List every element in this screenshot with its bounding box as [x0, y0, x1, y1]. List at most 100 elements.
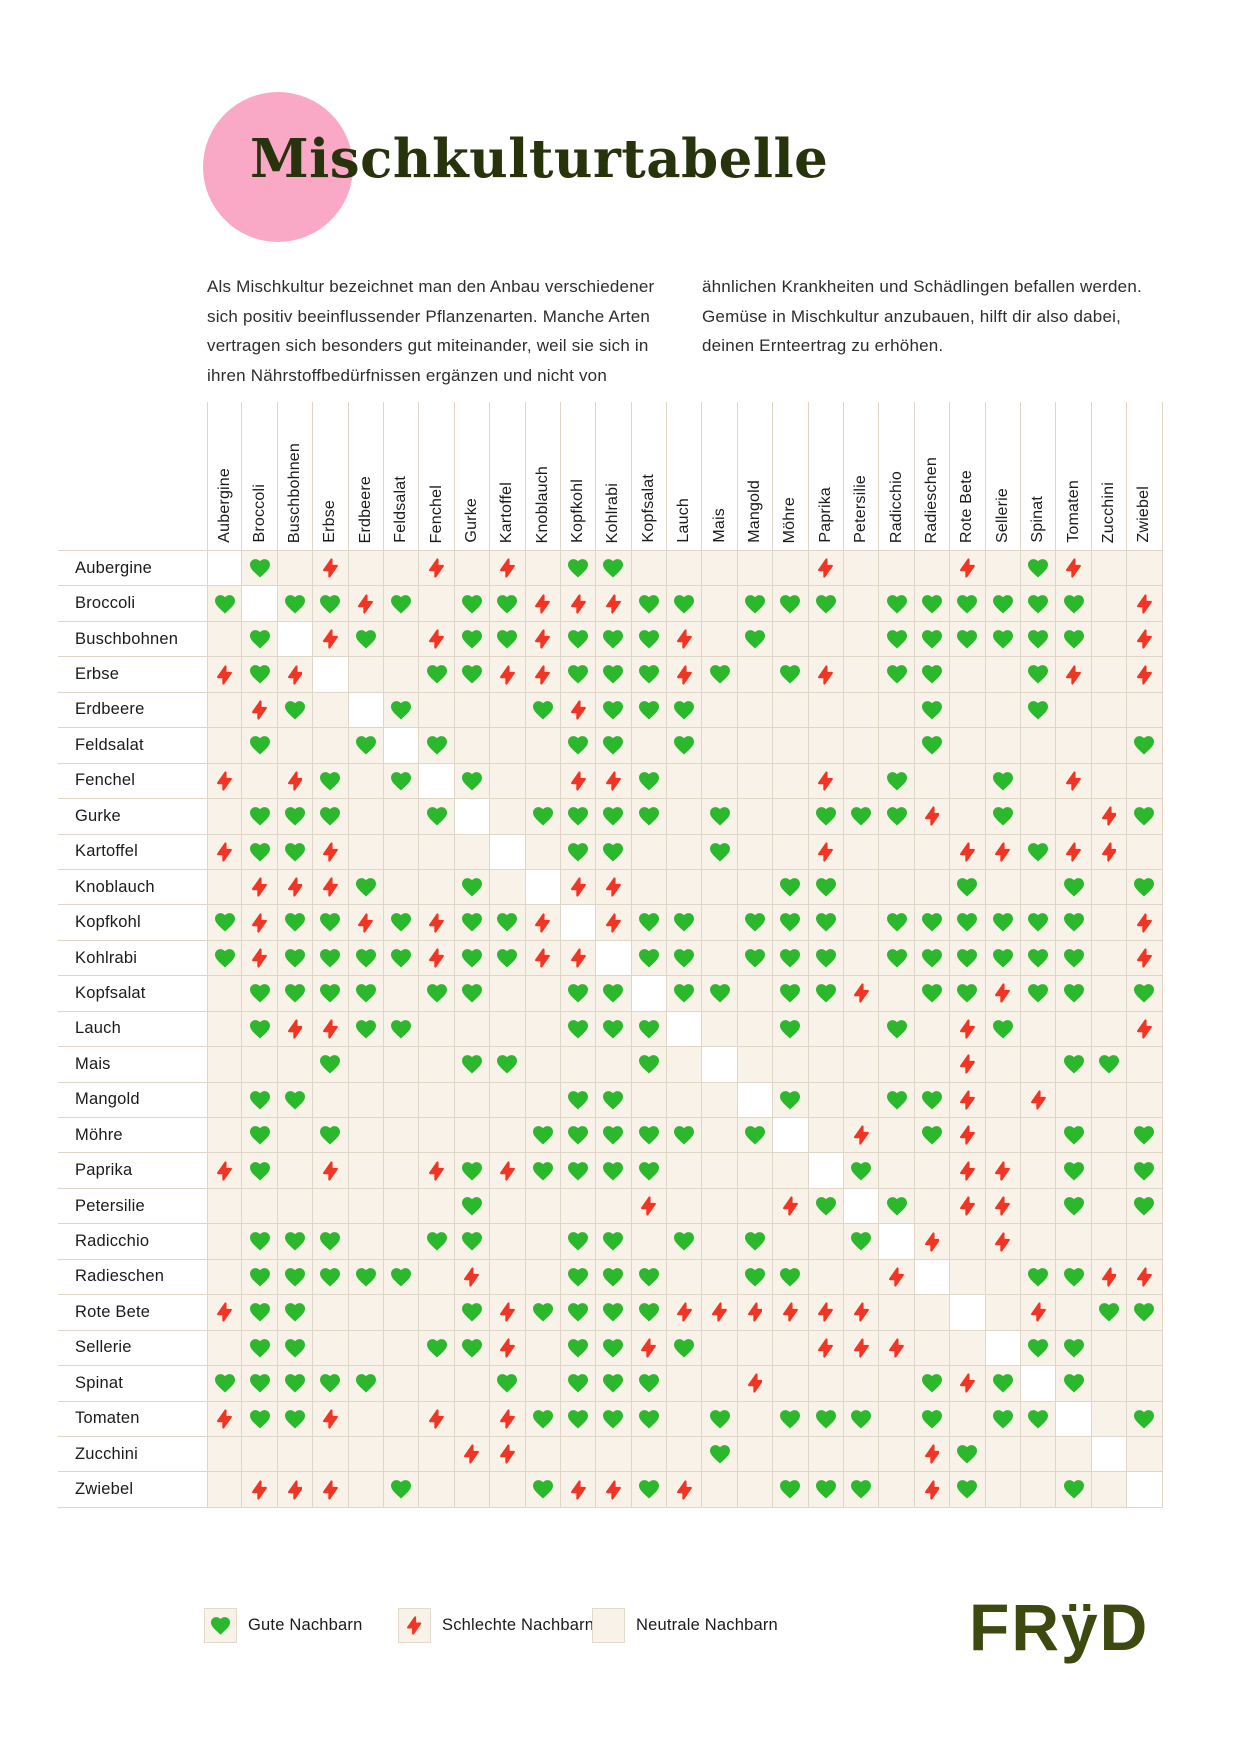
cell-neutral	[950, 1330, 986, 1367]
bolt-icon	[747, 1373, 763, 1393]
heart-icon	[461, 1197, 482, 1216]
cell-bad-neighbors	[490, 1401, 526, 1437]
cell-good-neighbors	[914, 692, 951, 729]
cell-neutral	[667, 799, 703, 835]
cell-good-neighbors	[914, 621, 951, 658]
cell-good-neighbors	[242, 1153, 278, 1189]
row-label: Zucchini	[58, 1436, 207, 1473]
cell-neutral	[702, 551, 738, 587]
heart-icon	[815, 913, 836, 932]
cell-neutral	[1091, 1153, 1128, 1189]
cell-neutral	[207, 1188, 243, 1225]
cell-neutral	[631, 1436, 668, 1473]
heart-icon	[568, 559, 589, 578]
bolt-icon	[641, 1196, 657, 1216]
cell-neutral	[879, 1472, 915, 1508]
cell-bad-neighbors	[560, 692, 597, 729]
heart-icon	[214, 594, 235, 613]
cell-bad-neighbors	[1127, 1011, 1163, 1048]
heart-icon	[638, 1267, 659, 1287]
cell-good-neighbors	[242, 1330, 278, 1367]
cell-bad-neighbors	[737, 1295, 774, 1331]
cell-neutral	[702, 763, 738, 800]
table-row: Petersilie	[58, 1188, 1163, 1225]
heart-icon	[249, 984, 270, 1003]
cell-good-neighbors	[1020, 976, 1057, 1012]
cell-neutral	[985, 1118, 1021, 1154]
heart-icon	[638, 949, 659, 968]
cell-good-neighbors	[914, 1082, 951, 1118]
cell-good-neighbors	[419, 799, 455, 835]
cell-good-neighbors	[1056, 621, 1092, 658]
cell-neutral	[702, 1153, 738, 1189]
cell-bad-neighbors	[490, 551, 526, 587]
cell-bad-neighbors	[242, 940, 278, 977]
cell-self	[207, 551, 243, 587]
bolt-icon	[429, 558, 444, 578]
cell-bad-neighbors	[631, 1330, 668, 1367]
heart-icon	[992, 594, 1013, 613]
bolt-icon	[535, 664, 551, 685]
bolt-icon	[959, 1125, 975, 1145]
cell-neutral	[808, 692, 845, 729]
table-row: Spinat	[58, 1366, 1163, 1402]
bolt-icon	[322, 629, 338, 649]
cell-good-neighbors	[1020, 1330, 1057, 1367]
heart-icon	[1098, 1055, 1119, 1074]
heart-icon	[532, 807, 553, 826]
heart-icon	[674, 594, 695, 613]
legend-item-neutral: Neutrale Nachbarn	[592, 1608, 778, 1643]
cell-neutral	[737, 657, 774, 693]
cell-bad-neighbors	[844, 1330, 880, 1367]
cell-good-neighbors	[1056, 976, 1092, 1012]
cell-neutral	[348, 1118, 384, 1154]
column-header: Petersilie	[844, 402, 880, 550]
cell-good-neighbors	[985, 621, 1021, 658]
bolt-icon	[429, 1409, 444, 1429]
bolt-icon	[499, 1409, 515, 1429]
cell-good-neighbors	[348, 728, 384, 764]
heart-icon	[249, 1374, 270, 1393]
heart-icon	[709, 842, 730, 862]
cell-good-neighbors	[631, 1401, 668, 1437]
cell-good-neighbors	[879, 657, 915, 693]
heart-icon	[1063, 1197, 1084, 1216]
legend-label-good: Gute Nachbarn	[248, 1616, 363, 1634]
cell-neutral	[1056, 1295, 1092, 1331]
bolt-icon	[783, 1302, 798, 1322]
cell-good-neighbors	[879, 586, 915, 622]
heart-icon	[1028, 1409, 1049, 1429]
bolt-icon	[853, 1338, 869, 1358]
cell-neutral	[914, 1047, 951, 1083]
cell-neutral	[667, 1188, 703, 1225]
cell-self	[313, 657, 349, 693]
table-row: Tomaten	[58, 1401, 1163, 1437]
cell-neutral	[348, 1224, 384, 1260]
cell-bad-neighbors	[1091, 799, 1128, 835]
cell-neutral	[1056, 1224, 1092, 1260]
cell-bad-neighbors	[419, 551, 455, 587]
cell-good-neighbors	[348, 1011, 384, 1048]
cell-neutral	[490, 763, 526, 800]
cell-neutral	[1127, 692, 1163, 729]
cell-good-neighbors	[950, 976, 986, 1012]
cell-neutral	[879, 1366, 915, 1402]
cell-good-neighbors	[313, 763, 349, 800]
cell-bad-neighbors	[207, 1295, 243, 1331]
heart-icon	[568, 1126, 589, 1145]
cell-neutral	[490, 869, 526, 906]
cell-good-neighbors	[207, 905, 243, 941]
heart-icon	[603, 1374, 624, 1393]
heart-icon	[745, 913, 766, 932]
cell-good-neighbors	[1020, 621, 1057, 658]
cell-self	[383, 728, 420, 764]
cell-neutral	[560, 1047, 597, 1083]
cell-neutral	[1091, 869, 1128, 906]
cell-bad-neighbors	[950, 1011, 986, 1048]
cell-neutral	[702, 728, 738, 764]
cell-neutral	[879, 1401, 915, 1437]
heart-icon	[603, 1303, 624, 1322]
heart-icon	[851, 807, 872, 826]
cell-good-neighbors	[667, 1224, 703, 1260]
cell-neutral	[844, 763, 880, 800]
